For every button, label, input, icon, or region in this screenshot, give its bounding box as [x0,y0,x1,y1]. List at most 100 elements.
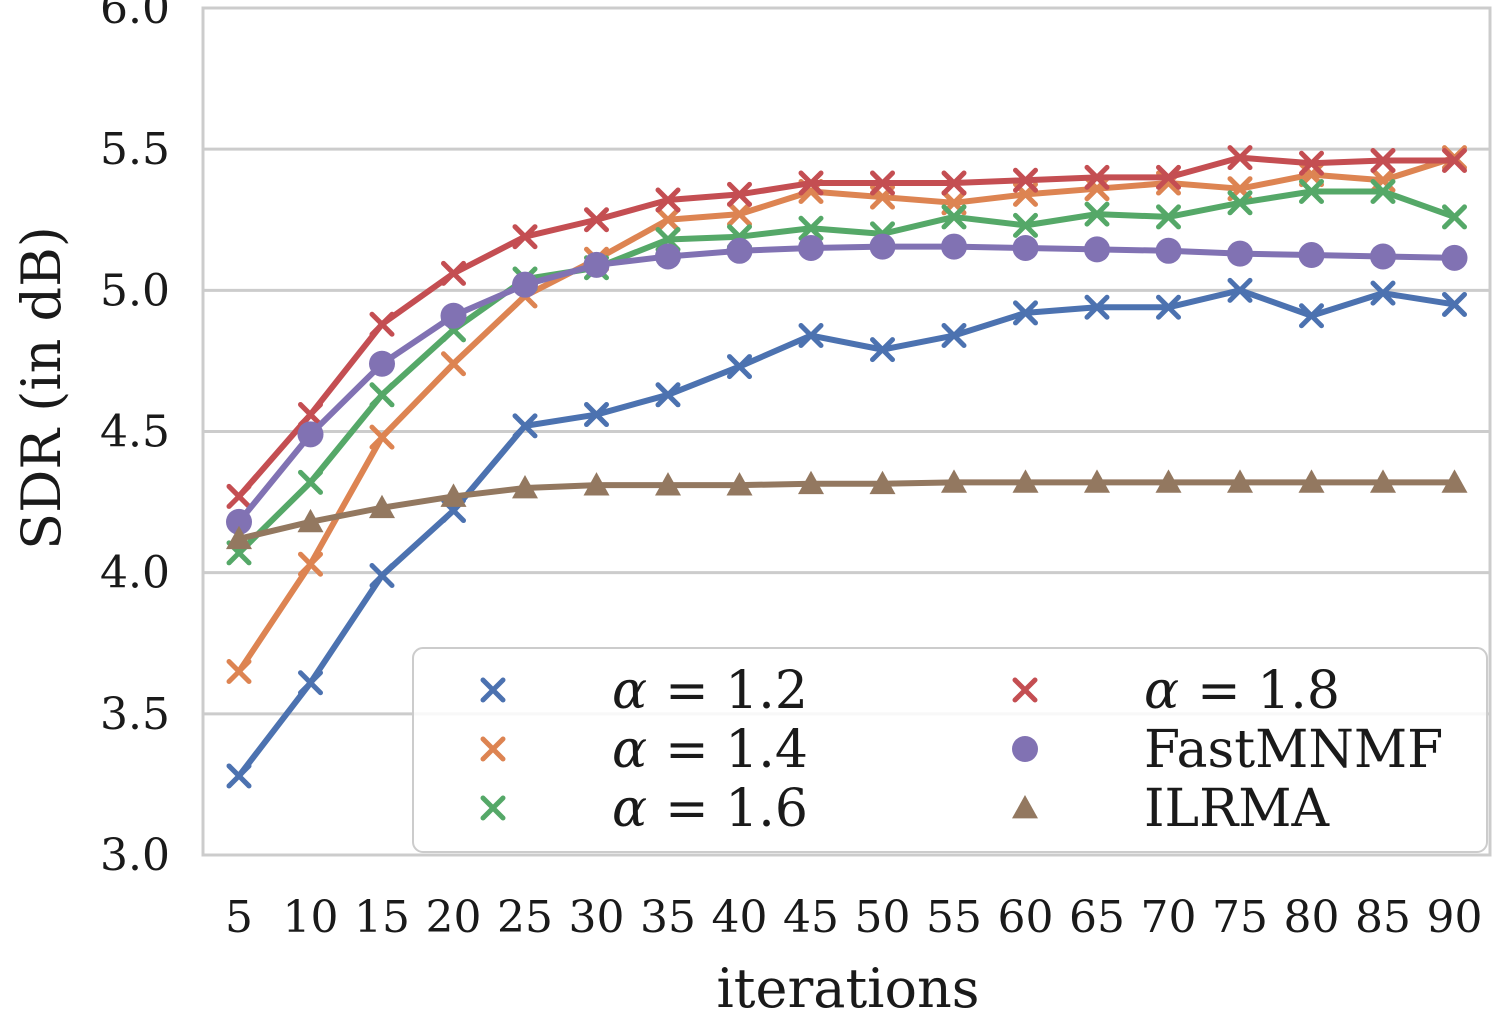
x-tick-labels: 5 10 15 20 25 30 35 40 45 50 55 60 65 70 75 80 85 90 [225,892,1483,943]
point-marker [369,382,395,408]
y-tick-label: 5.5 [100,124,170,175]
point-marker [1156,204,1181,230]
x-tick-label: 20 [426,892,482,943]
point-marker [1084,164,1110,190]
point-marker [226,658,252,684]
series-line [236,154,1456,674]
point-marker [369,311,395,337]
point-marker [369,350,395,377]
point-marker [1298,242,1325,269]
point-marker [1084,236,1110,263]
point-marker [369,424,395,450]
series-line [238,479,1455,542]
point-marker-legend [480,736,506,762]
plot-frame [201,6,1492,857]
x-tick-label: 55 [926,892,982,943]
point-marker [1155,469,1182,493]
point-marker-legend [1012,795,1038,819]
point-marker [655,187,681,213]
series-2 [226,179,1467,566]
x-axis-label: iterations [717,957,980,1013]
point-marker [440,483,467,507]
x-tick-label: 60 [998,892,1054,943]
point-marker-legend [1012,677,1038,703]
series-0 [226,277,1467,789]
legend-item: α = 1.4 [480,720,808,780]
point-marker [1156,294,1181,320]
point-marker [655,243,681,270]
point-marker [298,670,323,696]
x-tick-label: 80 [1284,892,1340,943]
point-marker [584,207,609,233]
series-1 [226,145,1467,684]
legend-label-value: = 1.4 [665,720,808,780]
point-marker [297,508,324,533]
point-marker [869,470,896,495]
y-tick-labels: 3.0 3.5 4.0 4.5 5.0 5.5 6.0 [100,0,170,881]
point-marker [798,170,824,196]
legend-label-symbol: α [612,779,647,839]
point-marker [1227,277,1253,303]
legend-label-value: = 1.8 [1197,661,1340,721]
y-tick-label: 3.5 [100,689,170,740]
point-marker [798,215,824,241]
point-marker [727,181,752,207]
x-tick-label: 75 [1212,892,1268,943]
point-marker [298,402,323,428]
x-tick-label: 40 [712,892,768,943]
point-marker [1370,147,1396,173]
point-marker [369,562,395,588]
point-marker [1441,469,1468,493]
point-marker [1013,212,1038,238]
point-marker [297,421,324,448]
x-tick-label: 85 [1355,892,1411,943]
point-marker [441,260,466,286]
x-tick-label: 35 [640,892,696,943]
point-marker [1298,469,1325,493]
point-marker [1442,204,1467,230]
point-marker [1156,164,1181,190]
point-marker [1084,294,1110,320]
point-marker [1084,201,1110,227]
series-5 [226,469,1468,550]
point-marker [1441,244,1468,271]
point-marker [226,483,252,509]
legend-label-symbol: α [1144,661,1179,721]
y-tick-label: 4.0 [100,548,170,599]
series-layer [226,145,1468,789]
point-marker [512,474,538,499]
point-marker-legend [1012,736,1038,762]
point-marker [798,234,824,261]
legend-item: α = 1.6 [480,779,808,839]
point-marker [1370,243,1396,270]
point-marker [1084,469,1110,493]
y-tick-label: 3.0 [100,830,170,881]
series-3 [226,145,1467,509]
point-marker [583,472,610,496]
point-marker [655,472,681,496]
point-marker [1227,145,1253,171]
point-marker [1012,234,1039,261]
point-marker [1442,147,1467,173]
legend-box [412,647,1488,853]
legend-label-symbol: α [612,661,647,721]
y-tick-label: 4.5 [100,407,170,458]
point-marker [298,469,323,495]
point-marker [798,470,824,495]
point-marker [870,170,895,196]
x-tick-label: 50 [855,892,911,943]
point-marker-legend [480,795,506,821]
point-marker [226,763,252,789]
series-4 [226,233,1468,535]
point-marker [1012,469,1039,493]
point-marker [726,472,753,496]
point-marker [298,551,323,577]
point-marker-legend [480,677,506,703]
legend-label: α = 1.6 [612,779,808,839]
point-marker [1227,190,1253,216]
y-axis-label: SDR (in dB) [10,226,73,550]
x-tick-label: 45 [783,892,839,943]
point-marker [655,207,681,233]
point-marker [583,251,610,278]
